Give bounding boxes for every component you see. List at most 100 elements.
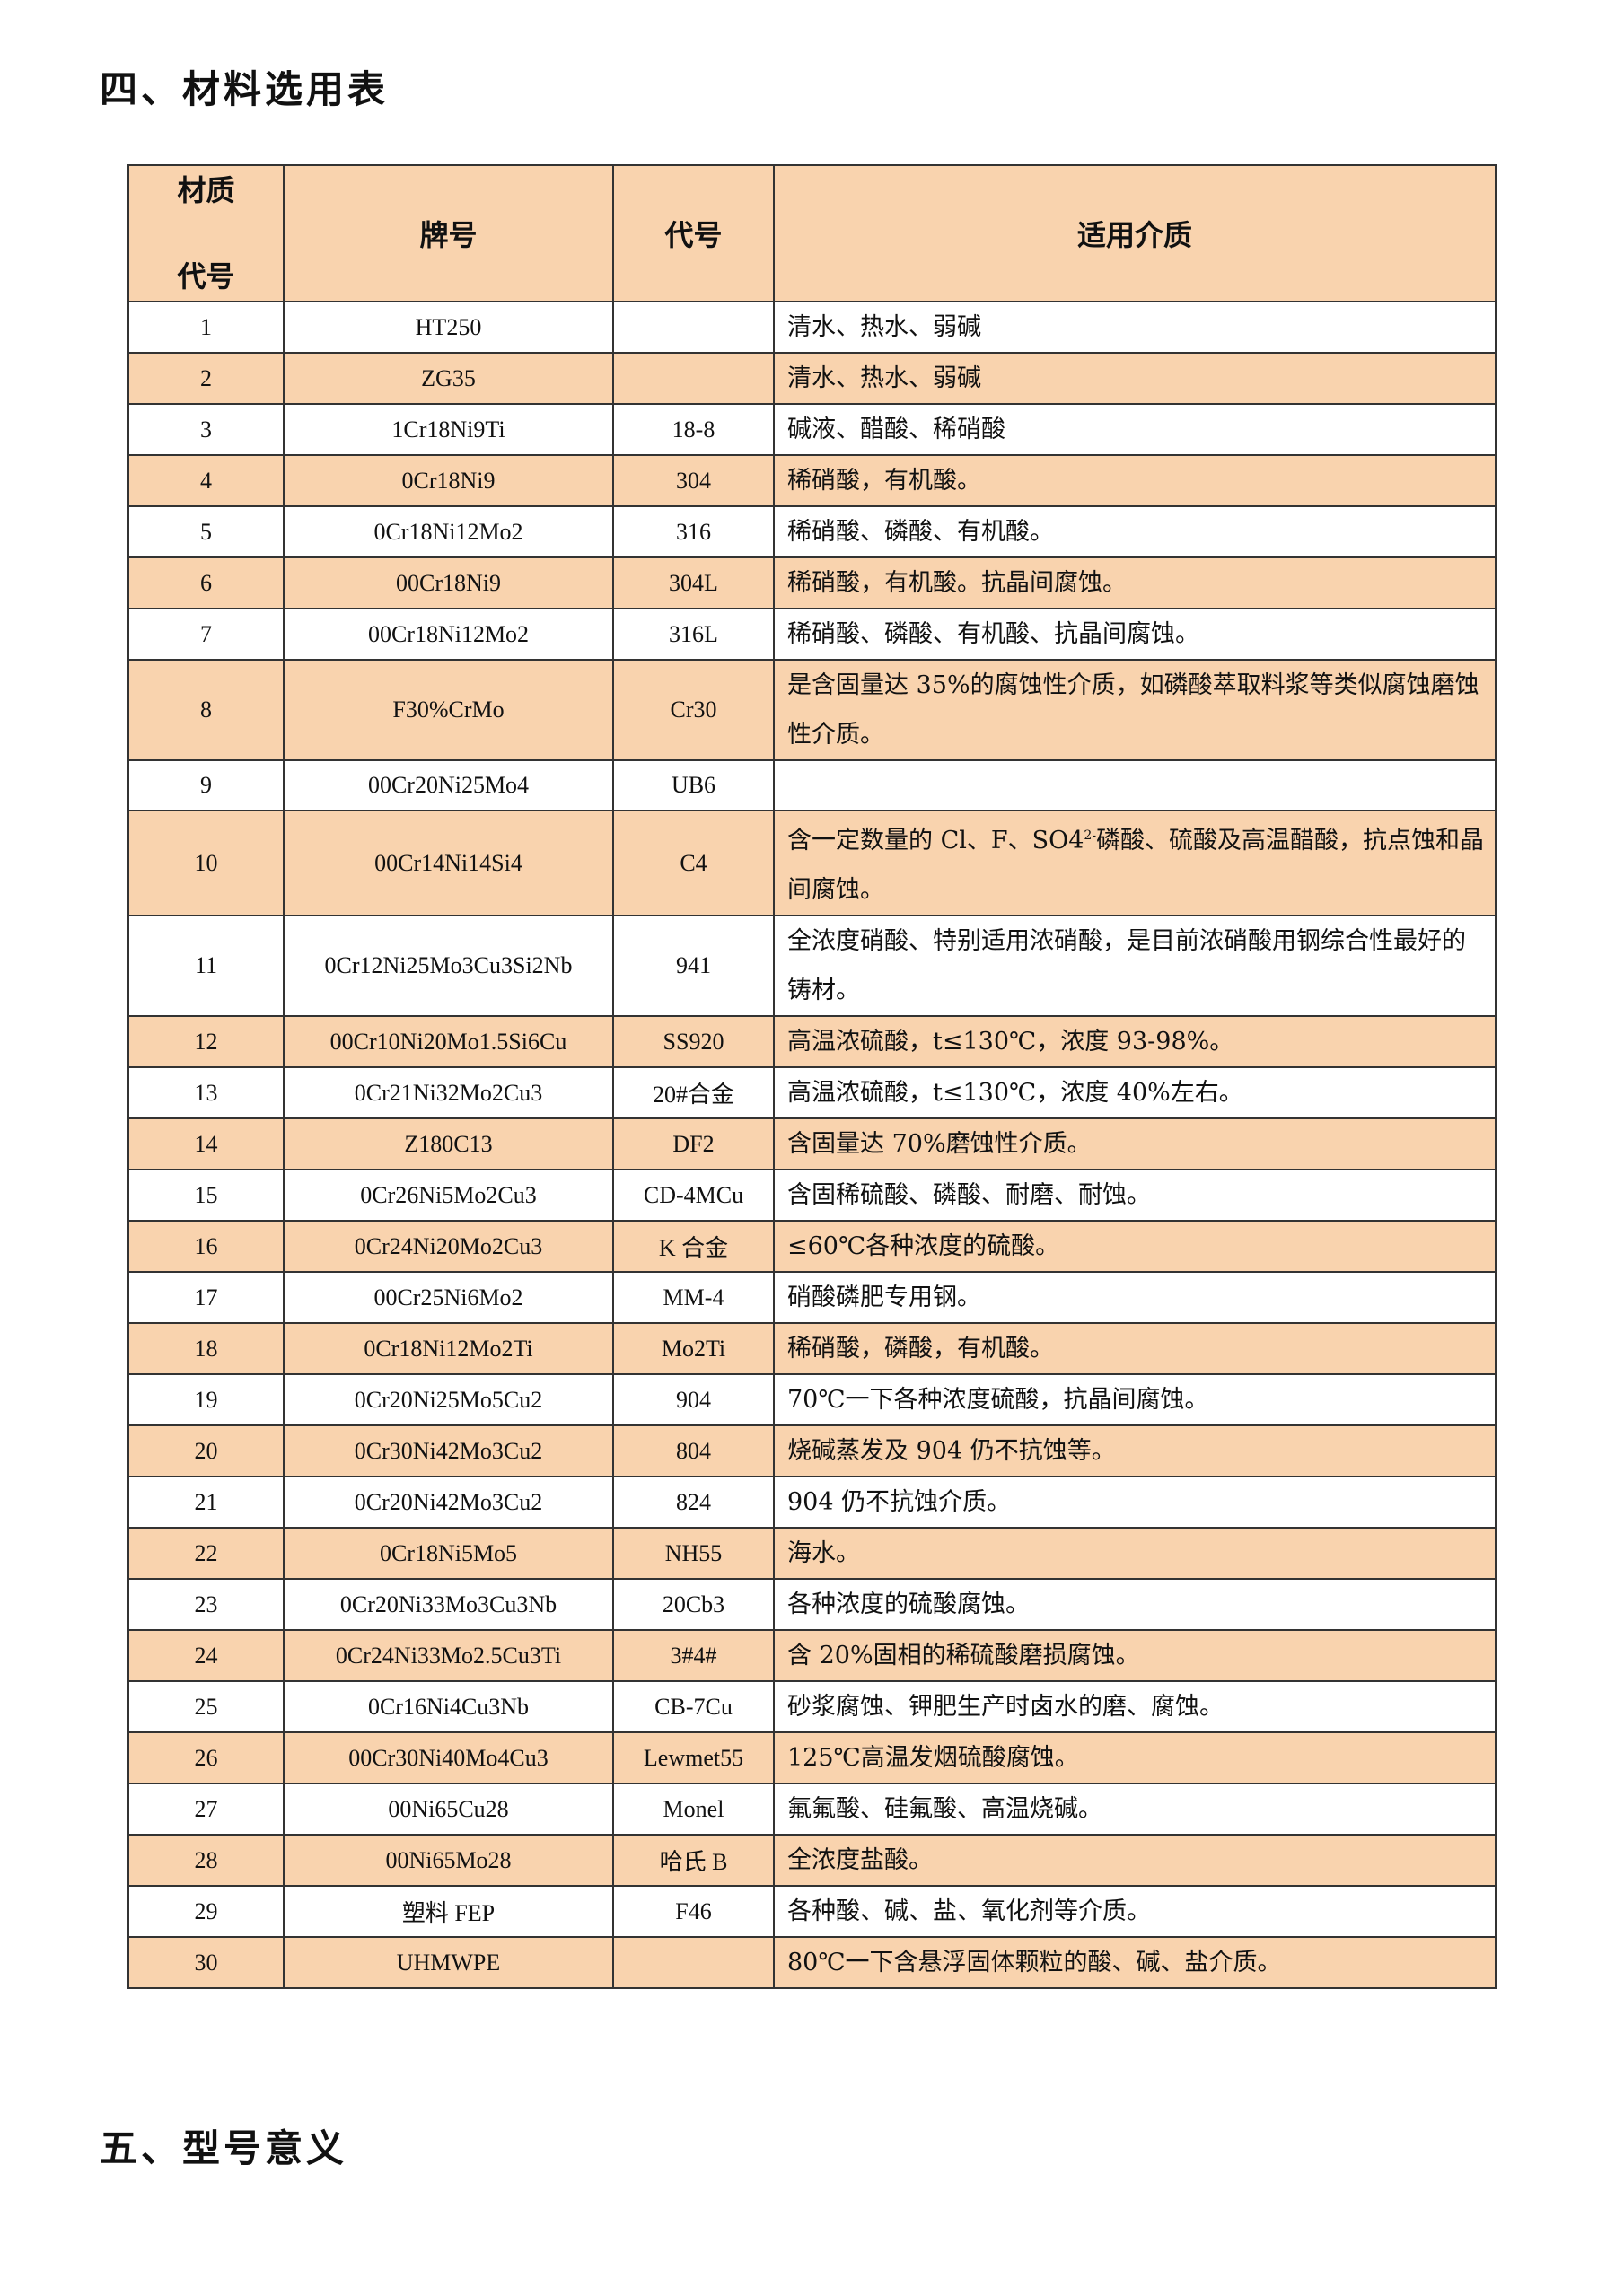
cell-media: 氟氟酸、硅氟酸、高温烧碱。 [773,1783,1497,1836]
cell-grade: 0Cr24Ni20Mo2Cu3 [283,1220,614,1273]
cell-no: 1 [127,301,285,354]
media-text: 2- [1084,828,1097,843]
cell-media: 全浓度盐酸。 [773,1834,1497,1887]
table-row: 18 0Cr18Ni12Mo2Ti Mo2Ti 稀硝酸，磷酸，有机酸。 [127,1322,1497,1375]
cell-code: 3#4# [612,1629,775,1682]
cell-no: 14 [127,1117,285,1170]
cell-no: 16 [127,1220,285,1273]
cell-code: 804 [612,1424,775,1477]
cell-grade: 0Cr12Ni25Mo3Cu3Si2Nb [283,915,614,1017]
cell-no: 29 [127,1885,285,1938]
cell-no: 6 [127,556,285,609]
cell-grade: F30%CrMo [283,659,614,761]
table-row: 16 0Cr24Ni20Mo2Cu3 K 合金 ≤60℃各种浓度的硫酸。 [127,1220,1497,1273]
cell-grade: 00Cr14Ni14Si4 [283,810,614,916]
cell-code: SS920 [612,1015,775,1068]
cell-media: 含固量达 70%磨蚀性介质。 [773,1117,1497,1170]
cell-media: 是含固量达 35%的腐蚀性介质，如磷酸萃取料浆等类似腐蚀磨蚀性介质。 [773,659,1497,761]
table-row: 26 00Cr30Ni40Mo4Cu3 Lewmet55 125℃高温发烟硫酸腐蚀。 [127,1731,1497,1784]
cell-no: 15 [127,1169,285,1222]
cell-no: 28 [127,1834,285,1887]
cell-media: 稀硝酸，有机酸。抗晶间腐蚀。 [773,556,1497,609]
cell-media: 硝酸磷肥专用钢。 [773,1271,1497,1324]
cell-media: 碱液、醋酸、稀硝酸 [773,403,1497,456]
table-row: 9 00Cr20Ni25Mo4 UB6 [127,759,1497,811]
table-row: 5 0Cr18Ni12Mo2 316 稀硝酸、磷酸、有机酸。 [127,505,1497,558]
cell-media: ≤60℃各种浓度的硫酸。 [773,1220,1497,1273]
cell-grade: 1Cr18Ni9Ti [283,403,614,456]
cell-no: 8 [127,659,285,761]
cell-grade: 0Cr18Ni12Mo2 [283,505,614,558]
cell-grade: 00Cr18Ni12Mo2 [283,608,614,661]
cell-code: CD-4MCu [612,1169,775,1222]
table-row: 19 0Cr20Ni25Mo5Cu2 904 70℃一下各种浓度硫酸，抗晶间腐蚀。 [127,1373,1497,1426]
cell-no: 26 [127,1731,285,1784]
cell-no: 13 [127,1066,285,1119]
cell-no: 22 [127,1527,285,1580]
cell-code: 824 [612,1476,775,1529]
cell-no: 9 [127,759,285,811]
cell-grade: 0Cr16Ni4Cu3Nb [283,1680,614,1733]
header-grade: 牌号 [283,164,614,302]
table-row: 8 F30%CrMo Cr30 是含固量达 35%的腐蚀性介质，如磷酸萃取料浆等类似腐… [127,659,1497,761]
cell-code: UB6 [612,759,775,811]
cell-code: 304L [612,556,775,609]
cell-grade: 0Cr21Ni32Mo2Cu3 [283,1066,614,1119]
header-line: 代号 [177,259,235,294]
section-title-model-meaning: 五、型号意义 [100,2126,348,2170]
table-row: 13 0Cr21Ni32Mo2Cu3 20#合金 高温浓硫酸，t≤130℃，浓度 40… [127,1066,1497,1119]
cell-no: 11 [127,915,285,1017]
cell-code: 316 [612,505,775,558]
table-row: 25 0Cr16Ni4Cu3Nb CB-7Cu 砂浆腐蚀、钾肥生产时卤水的磨、腐蚀。 [127,1680,1497,1733]
cell-no: 3 [127,403,285,456]
cell-grade: UHMWPE [283,1936,614,1989]
table-row: 17 00Cr25Ni6Mo2 MM-4 硝酸磷肥专用钢。 [127,1271,1497,1324]
cell-code: DF2 [612,1117,775,1170]
cell-code: 哈氏 B [612,1834,775,1887]
cell-no: 12 [127,1015,285,1068]
cell-no: 27 [127,1783,285,1836]
cell-code: MM-4 [612,1271,775,1324]
table-row: 24 0Cr24Ni33Mo2.5Cu3Ti 3#4# 含 20%固相的稀硫酸磨损腐蚀… [127,1629,1497,1682]
cell-media: 各种酸、碱、盐、氧化剂等介质。 [773,1885,1497,1938]
cell-code: 904 [612,1373,775,1426]
table-row: 29 塑料 FEP F46 各种酸、碱、盐、氧化剂等介质。 [127,1885,1497,1938]
cell-grade: 塑料 FEP [283,1885,614,1938]
cell-media: 烧碱蒸发及 904 仍不抗蚀等。 [773,1424,1497,1477]
cell-grade: 00Ni65Mo28 [283,1834,614,1887]
header-material-code: 材质 代号 [127,164,285,302]
cell-media: 稀硝酸，有机酸。 [773,454,1497,507]
table-row: 14 Z180C13 DF2 含固量达 70%磨蚀性介质。 [127,1117,1497,1170]
cell-media: 80℃一下含悬浮固体颗粒的酸、碱、盐介质。 [773,1936,1497,1989]
cell-grade: 0Cr26Ni5Mo2Cu3 [283,1169,614,1222]
table-row: 15 0Cr26Ni5Mo2Cu3 CD-4MCu 含固稀硫酸、磷酸、耐磨、耐蚀。 [127,1169,1497,1222]
cell-code: 20Cb3 [612,1578,775,1631]
cell-code: 304 [612,454,775,507]
cell-no: 18 [127,1322,285,1375]
cell-code: 316L [612,608,775,661]
media-text: 磷酸、硫酸及高温醋酸，抗点蚀和晶间腐蚀。 [787,827,1485,904]
cell-no: 30 [127,1936,285,1989]
table-row: 7 00Cr18Ni12Mo2 316L 稀硝酸、磷酸、有机酸、抗晶间腐蚀。 [127,608,1497,661]
table-row: 11 0Cr12Ni25Mo3Cu3Si2Nb 941 全浓度硝酸、特别适用浓硝酸，是… [127,915,1497,1017]
cell-grade: 00Ni65Cu28 [283,1783,614,1836]
cell-no: 25 [127,1680,285,1733]
cell-code: NH55 [612,1527,775,1580]
cell-grade: 0Cr20Ni42Mo3Cu2 [283,1476,614,1529]
table-row: 27 00Ni65Cu28 Monel 氟氟酸、硅氟酸、高温烧碱。 [127,1783,1497,1836]
cell-media: 稀硝酸、磷酸、有机酸。 [773,505,1497,558]
table-row: 23 0Cr20Ni33Mo3Cu3Nb 20Cb3 各种浓度的硫酸腐蚀。 [127,1578,1497,1631]
cell-no: 5 [127,505,285,558]
table-row: 10 00Cr14Ni14Si4 C4 含一定数量的 Cl、F、SO42-磷酸、硫酸及… [127,810,1497,916]
cell-no: 7 [127,608,285,661]
cell-code: C4 [612,810,775,916]
cell-no: 19 [127,1373,285,1426]
cell-media: 含 20%固相的稀硫酸磨损腐蚀。 [773,1629,1497,1682]
cell-grade: 0Cr30Ni42Mo3Cu2 [283,1424,614,1477]
table-row: 12 00Cr10Ni20Mo1.5Si6Cu SS920 高温浓硫酸，t≤130℃，… [127,1015,1497,1068]
cell-grade: 00Cr20Ni25Mo4 [283,759,614,811]
table-row: 3 1Cr18Ni9Ti 18-8 碱液、醋酸、稀硝酸 [127,403,1497,456]
table-header-row: 材质 代号 牌号 代号 适用介质 [127,164,1497,302]
cell-code: F46 [612,1885,775,1938]
table-row: 6 00Cr18Ni9 304L 稀硝酸，有机酸。抗晶间腐蚀。 [127,556,1497,609]
